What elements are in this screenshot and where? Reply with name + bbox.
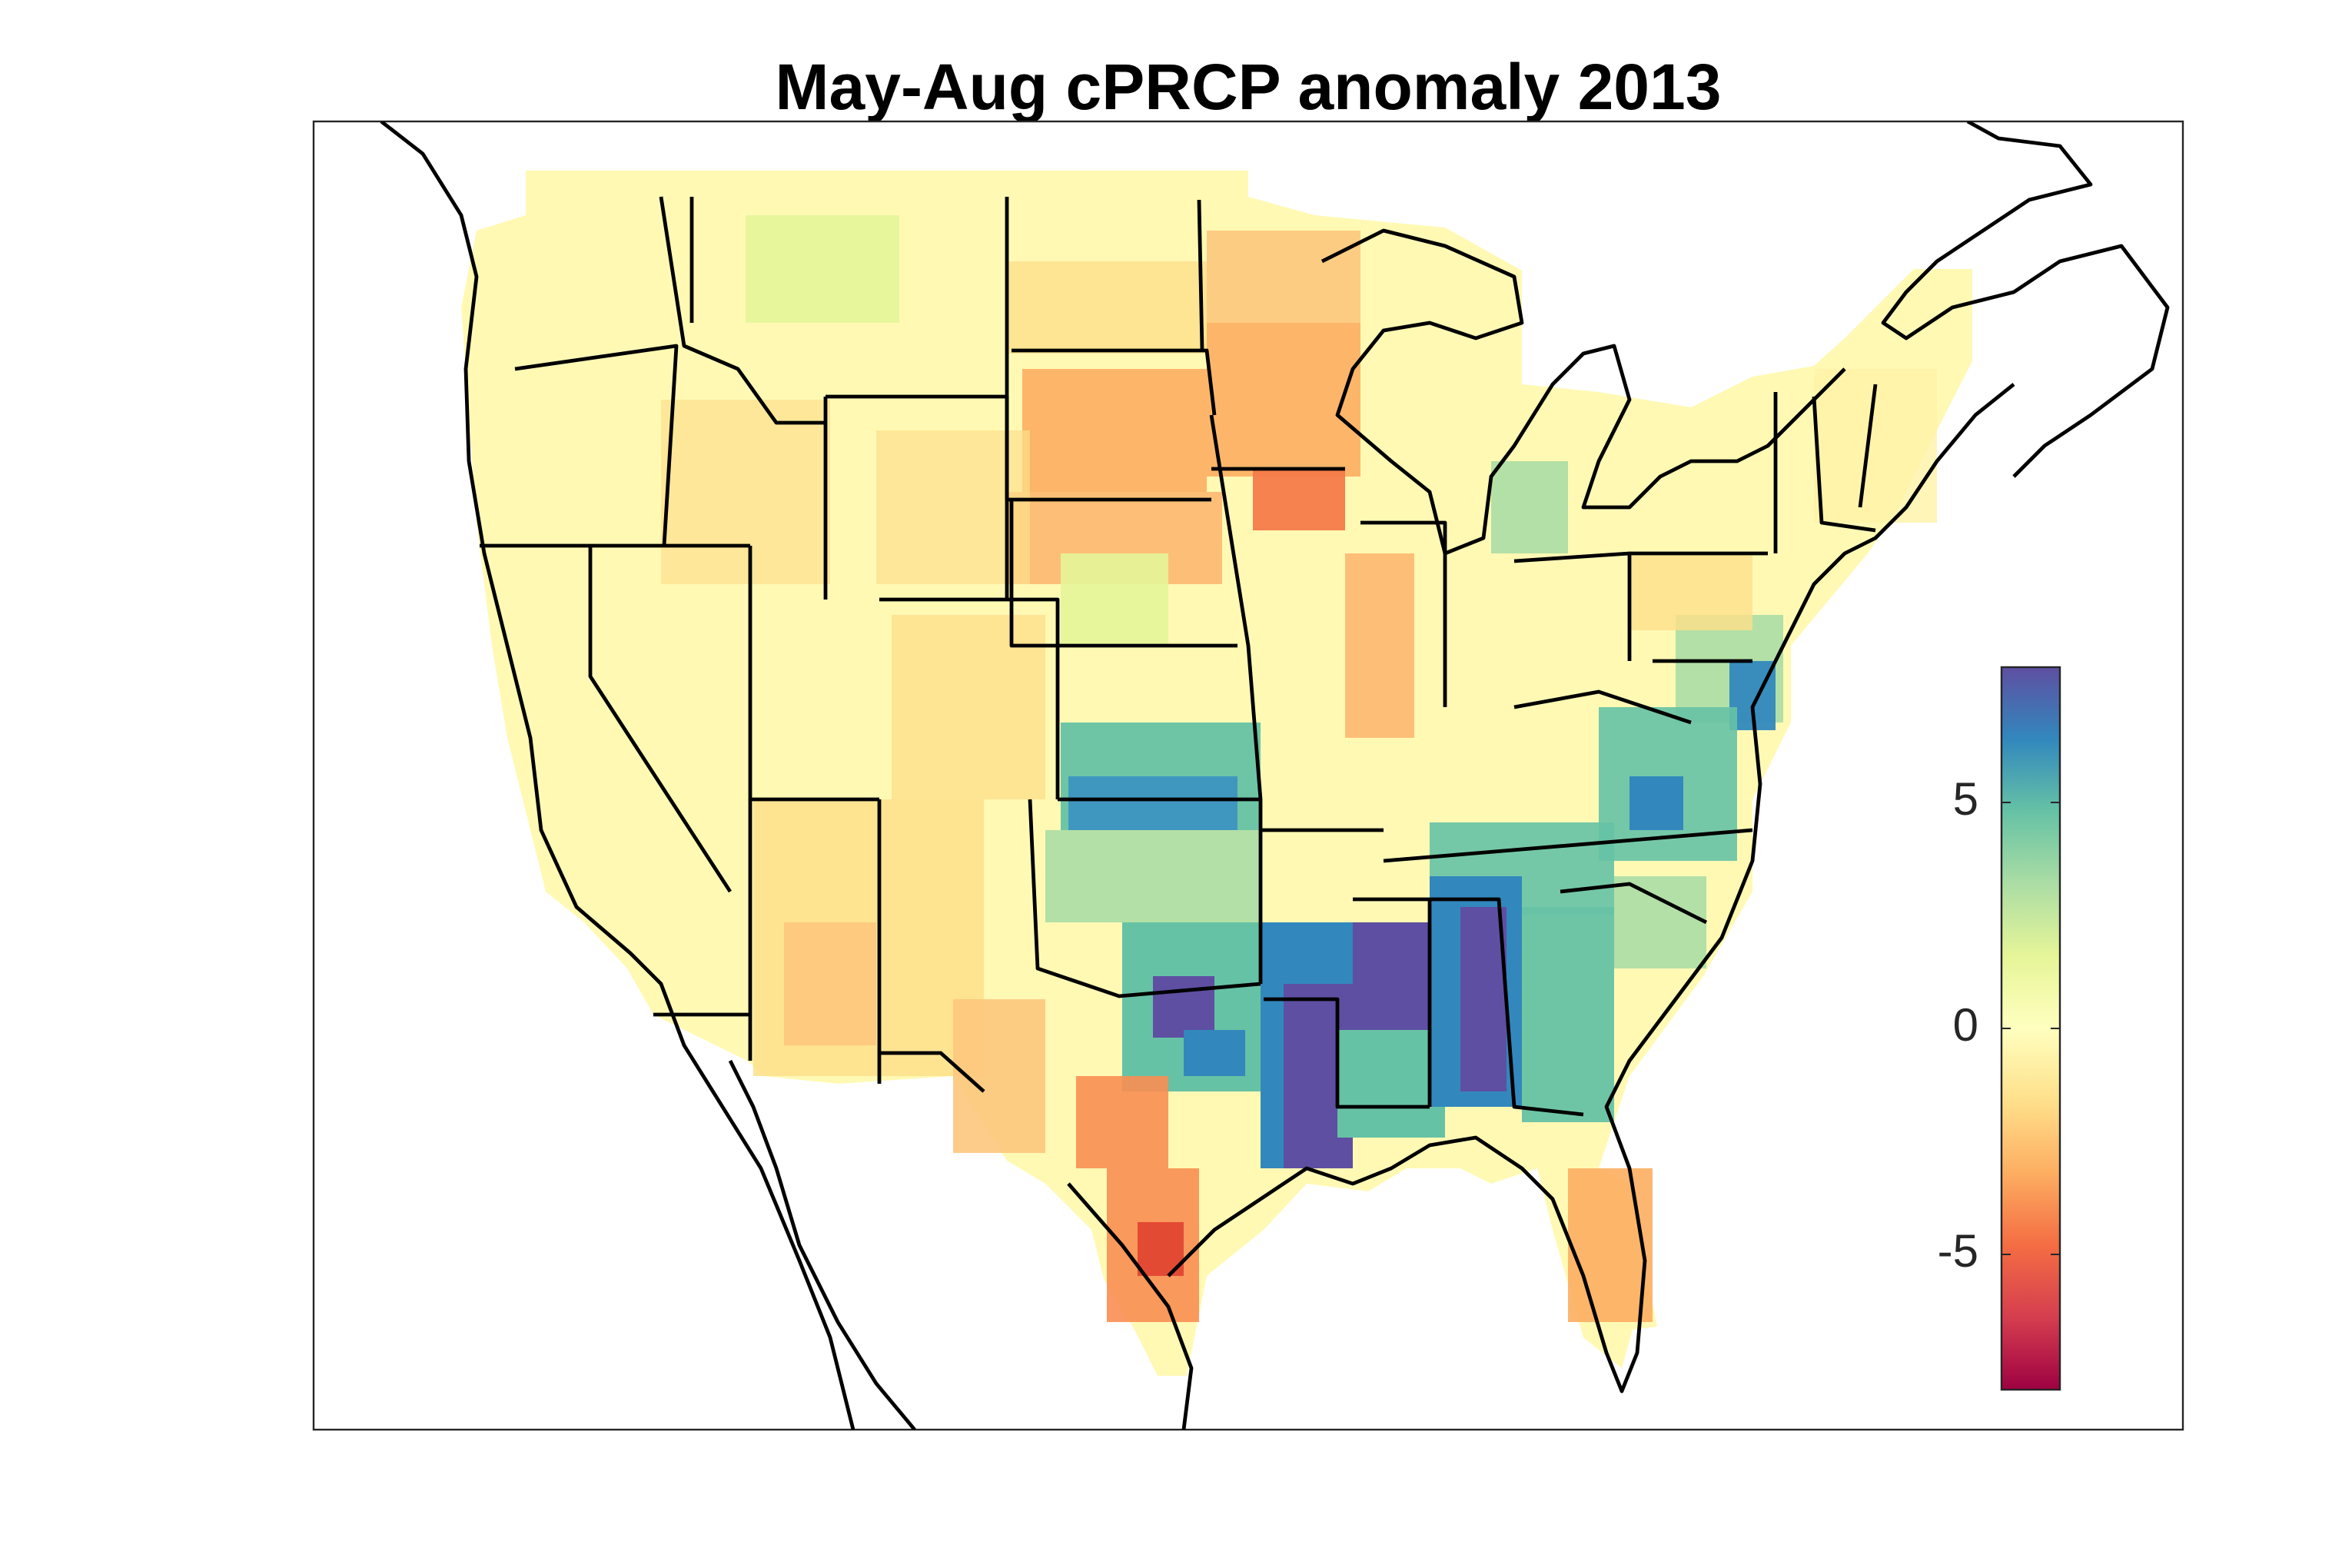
coastline-gulf: [1167, 383, 2015, 1394]
border-segment: [1383, 828, 1753, 863]
chart-title: May-Aug cPRCP anomaly 2013: [776, 51, 1722, 123]
grid-cell: [1153, 976, 1214, 1038]
grid-cell: [1076, 1076, 1168, 1168]
border-segment: [1858, 384, 1878, 508]
grid-cell: [1629, 776, 1683, 830]
grid-cell: [1207, 323, 1360, 477]
border-segment: [1513, 689, 1692, 725]
grid-cell: [1007, 261, 1207, 354]
coastline-west: [380, 121, 855, 1430]
colorbar-tick-label-neg5: -5: [1938, 1225, 1978, 1277]
grid-cell: [892, 615, 1045, 799]
border-segment: [879, 1051, 985, 1093]
border-segment: [879, 597, 1060, 799]
grid-cell: [661, 400, 830, 584]
coastline-mexico-east: [1067, 1182, 1194, 1430]
border-segment: [1012, 348, 1217, 416]
grid-cell: [1022, 369, 1207, 492]
grid-cell: [1253, 469, 1345, 530]
coastline-great-lakes: [1321, 228, 1846, 556]
colorbar: 5 0 -5: [1938, 666, 2061, 1391]
grid-cell: [746, 215, 899, 323]
colorbar-gradient: [2000, 666, 2061, 1391]
grid-cell: [1460, 907, 1507, 1091]
grid-cell: [1337, 1030, 1445, 1138]
grid-cell: [1045, 830, 1261, 922]
grid-cell: [784, 922, 876, 1045]
border-segment: [1197, 199, 1204, 351]
grid-cell: [1522, 907, 1614, 1122]
colorbar-tick-label-0: 0: [1953, 999, 1978, 1051]
grid-cell: [1491, 461, 1568, 553]
border-segment: [1560, 882, 1708, 925]
coastline-canada-east: [1881, 121, 2170, 478]
grid-cell: [1068, 776, 1237, 830]
border-segment: [1812, 396, 1876, 533]
coastline-baja: [728, 1059, 916, 1430]
state-borders: [480, 196, 1878, 1117]
border-segment: [1028, 799, 1261, 998]
border-segment: [1360, 520, 1447, 707]
border-segment: [588, 546, 733, 893]
border-segment: [1430, 897, 1584, 1117]
grid-cell: [1345, 553, 1414, 738]
border-segment: [1009, 500, 1237, 648]
border-segment: [1005, 197, 1211, 502]
border-segment: [514, 344, 679, 546]
grid-cell: [1353, 922, 1430, 1030]
border-segment: [1209, 414, 1263, 984]
grid-cell: [1207, 231, 1360, 323]
coastlines: [380, 121, 2170, 1430]
grid-cell: [1061, 553, 1168, 646]
border-segment: [659, 196, 826, 425]
colorbar-tick-label-5: 5: [1953, 773, 1978, 825]
grid-cell: [876, 430, 1030, 584]
grid-cell: [1629, 553, 1752, 630]
border-segment: [1264, 997, 1430, 1109]
grid-cell: [1184, 1030, 1245, 1076]
grid-cell: [1614, 876, 1706, 968]
grid-cell: [1568, 1168, 1653, 1322]
